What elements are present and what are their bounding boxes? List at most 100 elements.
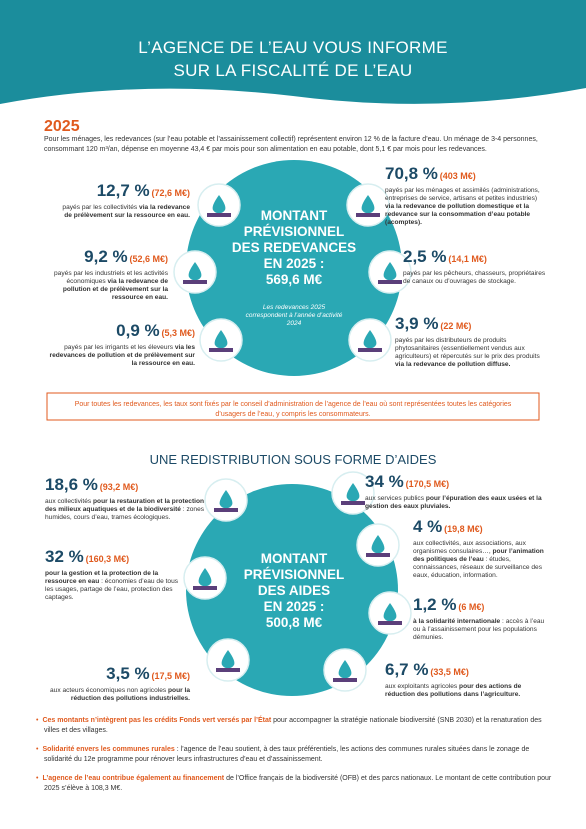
amount: (93,2 M€) xyxy=(99,482,139,492)
text-part: aux collectivités, aux associations, aux… xyxy=(413,540,526,555)
item-text: aux acteurs économiques non agricoles po… xyxy=(45,687,190,703)
item-head: 6,7 % (33,5 M€) xyxy=(385,661,550,683)
bullet-dot: • xyxy=(36,717,39,724)
text-part: à la solidarité internationale xyxy=(413,618,501,625)
icon xyxy=(348,318,392,362)
item: 34 % (170,5 M€) aux services publics pour… xyxy=(365,473,548,511)
bullet: • Ces montants n’intègrent pas les crédit… xyxy=(36,716,554,736)
center-line: EN 2025 : xyxy=(263,599,325,614)
amount: (170,5 M€) xyxy=(405,479,450,489)
item-text: payés par les irrigants et les éleveurs … xyxy=(45,344,195,368)
text-part: payés par les ménages et assimilés (admi… xyxy=(385,187,540,202)
item-text: pour la gestion et la protection de la r… xyxy=(45,570,185,602)
item-head: 3,5 % (17,5 M€) xyxy=(45,665,190,687)
text-part: pour la restauration et la protection de… xyxy=(45,498,205,513)
icon xyxy=(173,250,217,294)
percentage: 3,9 % xyxy=(395,314,439,333)
icon xyxy=(199,318,243,362)
year: 2025 xyxy=(44,118,80,135)
percentage: 70,8 % xyxy=(385,164,438,183)
percentage: 3,5 % xyxy=(106,664,150,683)
text-part: pour accompagner la stratégie nationale … xyxy=(44,717,542,734)
percentage: 6,7 % xyxy=(385,660,429,679)
text-part: via la redevance de pollution diffuse. xyxy=(395,361,511,368)
item-head: 4 % (19,8 M€) xyxy=(413,518,548,540)
amount: (403 M€) xyxy=(439,171,476,181)
item: 18,6 % (93,2 M€) aux collectivités pour l… xyxy=(45,476,205,522)
section-title: UNE REDISTRIBUTION SOUS FORME D’AIDES xyxy=(149,452,437,467)
item-head: 3,9 % (22 M€) xyxy=(395,315,547,337)
icons xyxy=(173,183,412,692)
amount: (72,6 M€) xyxy=(151,188,190,198)
center-line: 500,8 M€ xyxy=(265,615,323,630)
item-text: payés par les distributeurs de produits … xyxy=(395,337,547,369)
amount: (52,6 M€) xyxy=(129,254,168,264)
text-part: via les redevances de pollution et de pr… xyxy=(49,344,195,367)
item: 3,9 % (22 M€) payés par les distributeurs… xyxy=(395,315,547,369)
text-part: aux acteurs économiques non agricoles xyxy=(49,687,169,694)
item: 3,5 % (17,5 M€) aux acteurs économiques n… xyxy=(45,665,190,703)
notice-box xyxy=(46,392,540,421)
item: 1,2 % (6 M€) à la solidarité internationa… xyxy=(413,596,548,642)
text-part: via la redevance de pollution domestique… xyxy=(385,203,531,226)
percentage: 2,5 % xyxy=(403,247,447,266)
percentage: 18,6 % xyxy=(45,475,98,494)
text-part: payés par les irrigants et les éleveurs xyxy=(64,344,175,351)
amount: (19,8 M€) xyxy=(444,524,483,534)
center-circle xyxy=(186,160,402,376)
amount: (160,3 M€) xyxy=(85,554,130,564)
icon xyxy=(323,648,367,692)
bullet-dot: • xyxy=(36,746,39,753)
percentage: 0,9 % xyxy=(116,321,160,340)
item-head: 34 % (170,5 M€) xyxy=(365,473,548,495)
item-head: 9,2 % (52,6 M€) xyxy=(40,248,168,270)
item-text: payés par les industriels et les activit… xyxy=(40,270,168,302)
icon xyxy=(206,638,250,682)
intro-text: Pour les ménages, les redevances (sur l’… xyxy=(44,136,538,153)
item-text: aux exploitants agricoles pour des actio… xyxy=(385,683,550,699)
icon xyxy=(368,591,412,635)
amount: (14,1 M€) xyxy=(448,254,487,264)
text-part: L’agence de l’eau contribue également au… xyxy=(42,775,225,782)
amount: (33,5 M€) xyxy=(430,667,469,677)
text-part: pour l’animation des politiques de l’eau xyxy=(413,548,544,563)
center-line: 569,6 M€ xyxy=(265,272,323,287)
amount: (22 M€) xyxy=(440,321,472,331)
item-head: 1,2 % (6 M€) xyxy=(413,596,548,618)
text-part: payés par les collectivités xyxy=(62,204,140,211)
title: L’AGENCE DE L’EAU VOUS INFORME xyxy=(138,38,448,57)
amount: (5,3 M€) xyxy=(161,328,195,338)
text-part: pour la gestion et la protection de la r… xyxy=(45,570,159,585)
center-line: MONTANT xyxy=(260,208,328,223)
percentage: 9,2 % xyxy=(84,247,128,266)
percentage: 4 % xyxy=(413,517,443,536)
item-text: payés par les pêcheurs, chasseurs, propr… xyxy=(403,270,548,286)
text-part: via la redevance de pollution et de prél… xyxy=(62,278,168,301)
bullet: • L’agence de l’eau contribue également a… xyxy=(36,774,554,794)
text-part: : accès à l’eau ou à l’assainissement po… xyxy=(413,618,545,641)
text-part: aux services publics xyxy=(365,495,426,502)
item-head: 18,6 % (93,2 M€) xyxy=(45,476,205,498)
item: 12,7 % (72,6 M€) payés par les collectivi… xyxy=(60,182,190,220)
text-part: payés par les pêcheurs, chasseurs, propr… xyxy=(403,270,546,285)
icon xyxy=(346,183,390,227)
item: 6,7 % (33,5 M€) aux exploitants agricoles… xyxy=(385,661,550,699)
item: 32 % (160,3 M€) pour la gestion et la pro… xyxy=(45,548,185,602)
item-text: payés par les ménages et assimilés (admi… xyxy=(385,187,545,227)
item: 2,5 % (14,1 M€) payés par les pêcheurs, c… xyxy=(403,248,548,286)
icon xyxy=(204,478,248,522)
center-line: DES REDEVANCES xyxy=(231,240,357,255)
item-head: 2,5 % (14,1 M€) xyxy=(403,248,548,270)
icon xyxy=(368,250,412,294)
bullet: • Solidarité envers les communes rurales … xyxy=(36,745,554,765)
item-head: 0,9 % (5,3 M€) xyxy=(45,322,195,344)
icon xyxy=(197,183,241,227)
title: SUR LA FISCALITÉ DE L’EAU xyxy=(173,61,413,80)
text-part: aux exploitants agricoles xyxy=(385,683,460,690)
text-part: pour l’épuration des eaux usées et la ge… xyxy=(365,495,542,510)
text-part: pour la réduction des pollutions industr… xyxy=(70,687,190,702)
percentage: 34 % xyxy=(365,472,404,491)
amount: (6 M€) xyxy=(458,602,485,612)
